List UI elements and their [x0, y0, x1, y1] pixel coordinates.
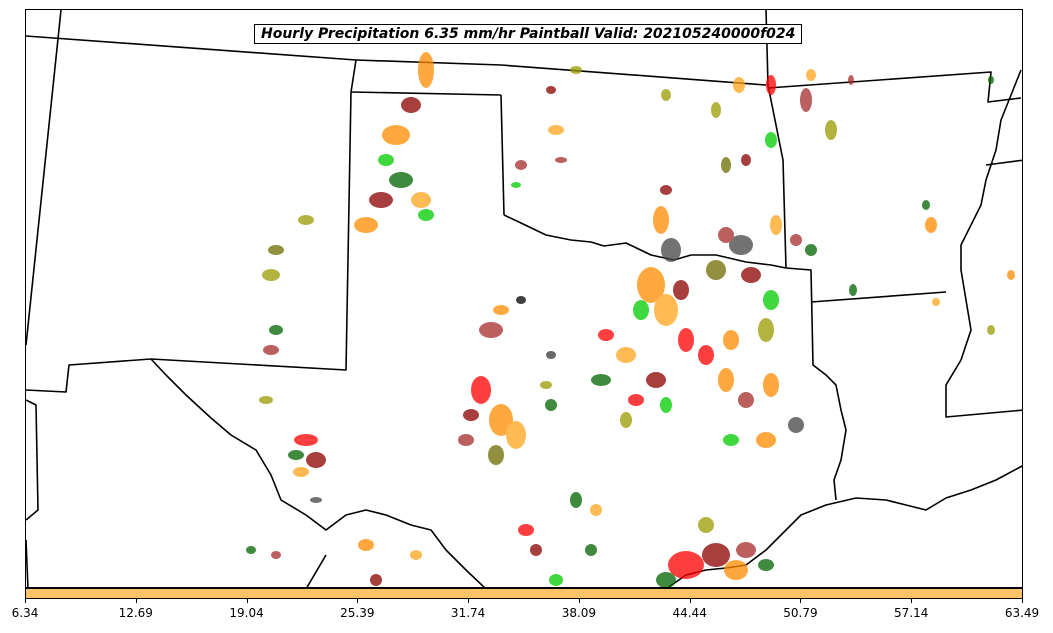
river-mississippi	[945, 69, 1022, 418]
state-border-mo-ar	[767, 71, 1022, 103]
colorbar-tick-mark	[689, 599, 691, 603]
colorbar-tick-label: 38.09	[561, 606, 597, 620]
colorbar-tick-mark	[1022, 599, 1023, 603]
colorbar-tick-label: 6.34	[11, 606, 39, 620]
colorbar-tick-label: 57.14	[894, 606, 929, 620]
state-border-az-mexico	[26, 399, 39, 521]
colorbar-tick-mark	[246, 599, 248, 603]
colorbar-tick-label: 19.04	[229, 606, 264, 620]
map-canvas	[26, 10, 1022, 587]
state-border-co-nm	[350, 91, 502, 96]
state-border-ok-panhandle	[500, 94, 505, 216]
colorbar-tick-mark	[468, 599, 470, 603]
colorbar-tick-mark	[357, 599, 359, 603]
state-border-nm-tx	[150, 91, 352, 371]
map-title: Hourly Precipitation 6.35 mm/hr Paintbal…	[254, 24, 803, 44]
colorbar-tick-mark	[25, 599, 26, 603]
colorbar-tick-label: 44.44	[672, 606, 707, 620]
state-border-mexico-central	[306, 554, 327, 587]
colorbar-tick-label: 50.79	[783, 606, 818, 620]
state-border-co-ks	[350, 59, 357, 93]
colorbar-tick-mark	[135, 599, 137, 603]
state-border-ms-al	[985, 159, 1022, 166]
colorbar-tick-label: 12.69	[118, 606, 153, 620]
state-border-ok-ar	[765, 10, 787, 269]
state-border-az-nm	[26, 10, 62, 346]
state-border-nm-west	[26, 358, 152, 393]
colorbar-tick-mark	[911, 599, 913, 603]
colorbar-tick-mark	[578, 599, 580, 603]
coastline-gulf	[667, 465, 1022, 587]
state-border-ks-ok	[355, 59, 767, 86]
colorbar-tick-label: 63.49	[1004, 606, 1040, 620]
state-border-tx-mexico-west	[150, 358, 486, 587]
map-panel: Hourly Precipitation 6.35 mm/hr Paintbal…	[25, 9, 1023, 588]
state-border-az-west	[26, 539, 29, 587]
colorbar	[25, 588, 1023, 599]
colorbar-tick-label: 25.39	[340, 606, 375, 620]
precipitation-paintballs	[246, 52, 1015, 587]
state-border-ar-la	[810, 291, 947, 303]
colorbar-tick-mark	[800, 599, 802, 603]
river-red	[503, 214, 787, 269]
state-border-ut-co	[26, 35, 357, 61]
colorbar-tick-label: 31.74	[450, 606, 486, 620]
state-border-tx-la	[785, 267, 847, 501]
